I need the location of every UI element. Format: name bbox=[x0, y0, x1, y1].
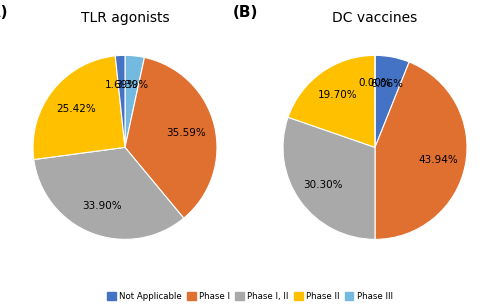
Wedge shape bbox=[288, 55, 375, 147]
Legend: Not Applicable, Phase I, Phase I, II, Phase II, Phase III: Not Applicable, Phase I, Phase I, II, Ph… bbox=[106, 290, 395, 303]
Title: DC vaccines: DC vaccines bbox=[332, 11, 418, 25]
Text: (A): (A) bbox=[0, 5, 8, 20]
Text: 6.06%: 6.06% bbox=[370, 79, 404, 89]
Wedge shape bbox=[375, 62, 467, 239]
Wedge shape bbox=[125, 55, 144, 147]
Wedge shape bbox=[125, 57, 217, 218]
Text: 35.59%: 35.59% bbox=[166, 127, 205, 138]
Wedge shape bbox=[115, 55, 125, 147]
Text: 0.00%: 0.00% bbox=[358, 78, 392, 88]
Text: 1.69%: 1.69% bbox=[105, 80, 138, 90]
Text: 33.90%: 33.90% bbox=[82, 200, 122, 211]
Wedge shape bbox=[375, 55, 409, 147]
Wedge shape bbox=[34, 147, 184, 239]
Text: 19.70%: 19.70% bbox=[318, 90, 358, 100]
Wedge shape bbox=[33, 56, 125, 160]
Text: 43.94%: 43.94% bbox=[418, 154, 458, 165]
Text: 3.39%: 3.39% bbox=[115, 80, 148, 90]
Title: TLR agonists: TLR agonists bbox=[80, 11, 170, 25]
Text: 30.30%: 30.30% bbox=[303, 180, 343, 190]
Text: (B): (B) bbox=[232, 5, 258, 20]
Wedge shape bbox=[283, 117, 375, 239]
Text: 25.42%: 25.42% bbox=[56, 104, 96, 114]
